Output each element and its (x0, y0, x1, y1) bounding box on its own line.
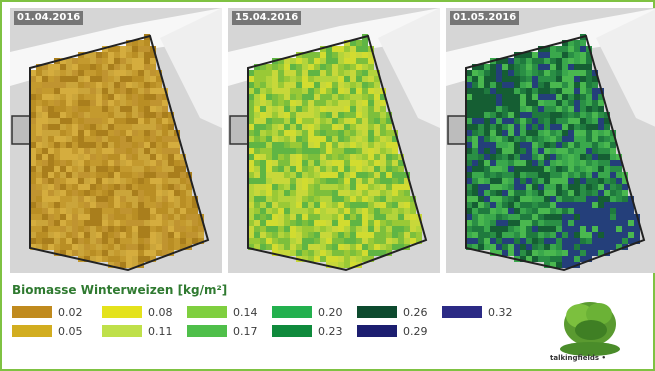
map-panel-3: 01.05.2016 (446, 8, 655, 273)
legend-swatch (187, 306, 227, 318)
legend-label: 0.23 (318, 324, 343, 338)
legend-item-0.14: 0.14 (187, 305, 258, 319)
legend-swatch (12, 325, 52, 337)
map-panel-2: 15.04.2016 (228, 8, 440, 273)
panel-date-1: 01.04.2016 (14, 11, 84, 25)
legend-item-0.32: 0.32 (442, 305, 513, 319)
field-map-2 (228, 8, 440, 273)
logo-text: talkingfields • (550, 354, 606, 362)
legend-item-0.08: 0.08 (102, 305, 173, 319)
legend-swatch (357, 306, 397, 318)
legend-swatch (102, 325, 142, 337)
legend-label: 0.05 (58, 324, 83, 338)
legend-item-0.11: 0.11 (102, 324, 173, 338)
legend-label: 0.14 (233, 305, 258, 319)
panel-date-3: 01.05.2016 (450, 11, 520, 25)
legend-label: 0.17 (233, 324, 258, 338)
field-map-3 (446, 8, 655, 273)
legend-swatch (357, 325, 397, 337)
talkingfields-logo (560, 302, 620, 356)
legend-label: 0.20 (318, 305, 343, 319)
legend-item-0.26: 0.26 (357, 305, 428, 319)
legend-label: 0.26 (403, 305, 428, 319)
legend-item-0.23: 0.23 (272, 324, 343, 338)
legend-item-0.02: 0.02 (12, 305, 83, 319)
panel-date-2: 15.04.2016 (232, 11, 302, 25)
legend-swatch (272, 306, 312, 318)
field-map-1 (10, 8, 222, 273)
legend-swatch (102, 306, 142, 318)
map-panel-1: 01.04.2016 (10, 8, 222, 273)
legend-label: 0.02 (58, 305, 83, 319)
legend-label: 0.08 (148, 305, 173, 319)
legend-item-0.05: 0.05 (12, 324, 83, 338)
legend-label: 0.29 (403, 324, 428, 338)
legend-swatch (442, 306, 482, 318)
legend-item-0.17: 0.17 (187, 324, 258, 338)
legend-title: Biomasse Winterweizen [kg/m²] (12, 283, 228, 297)
legend-swatch (187, 325, 227, 337)
legend-label: 0.11 (148, 324, 173, 338)
legend-item-0.20: 0.20 (272, 305, 343, 319)
legend-label: 0.32 (488, 305, 513, 319)
legend-swatch (272, 325, 312, 337)
legend-swatch (12, 306, 52, 318)
legend-item-0.29: 0.29 (357, 324, 428, 338)
